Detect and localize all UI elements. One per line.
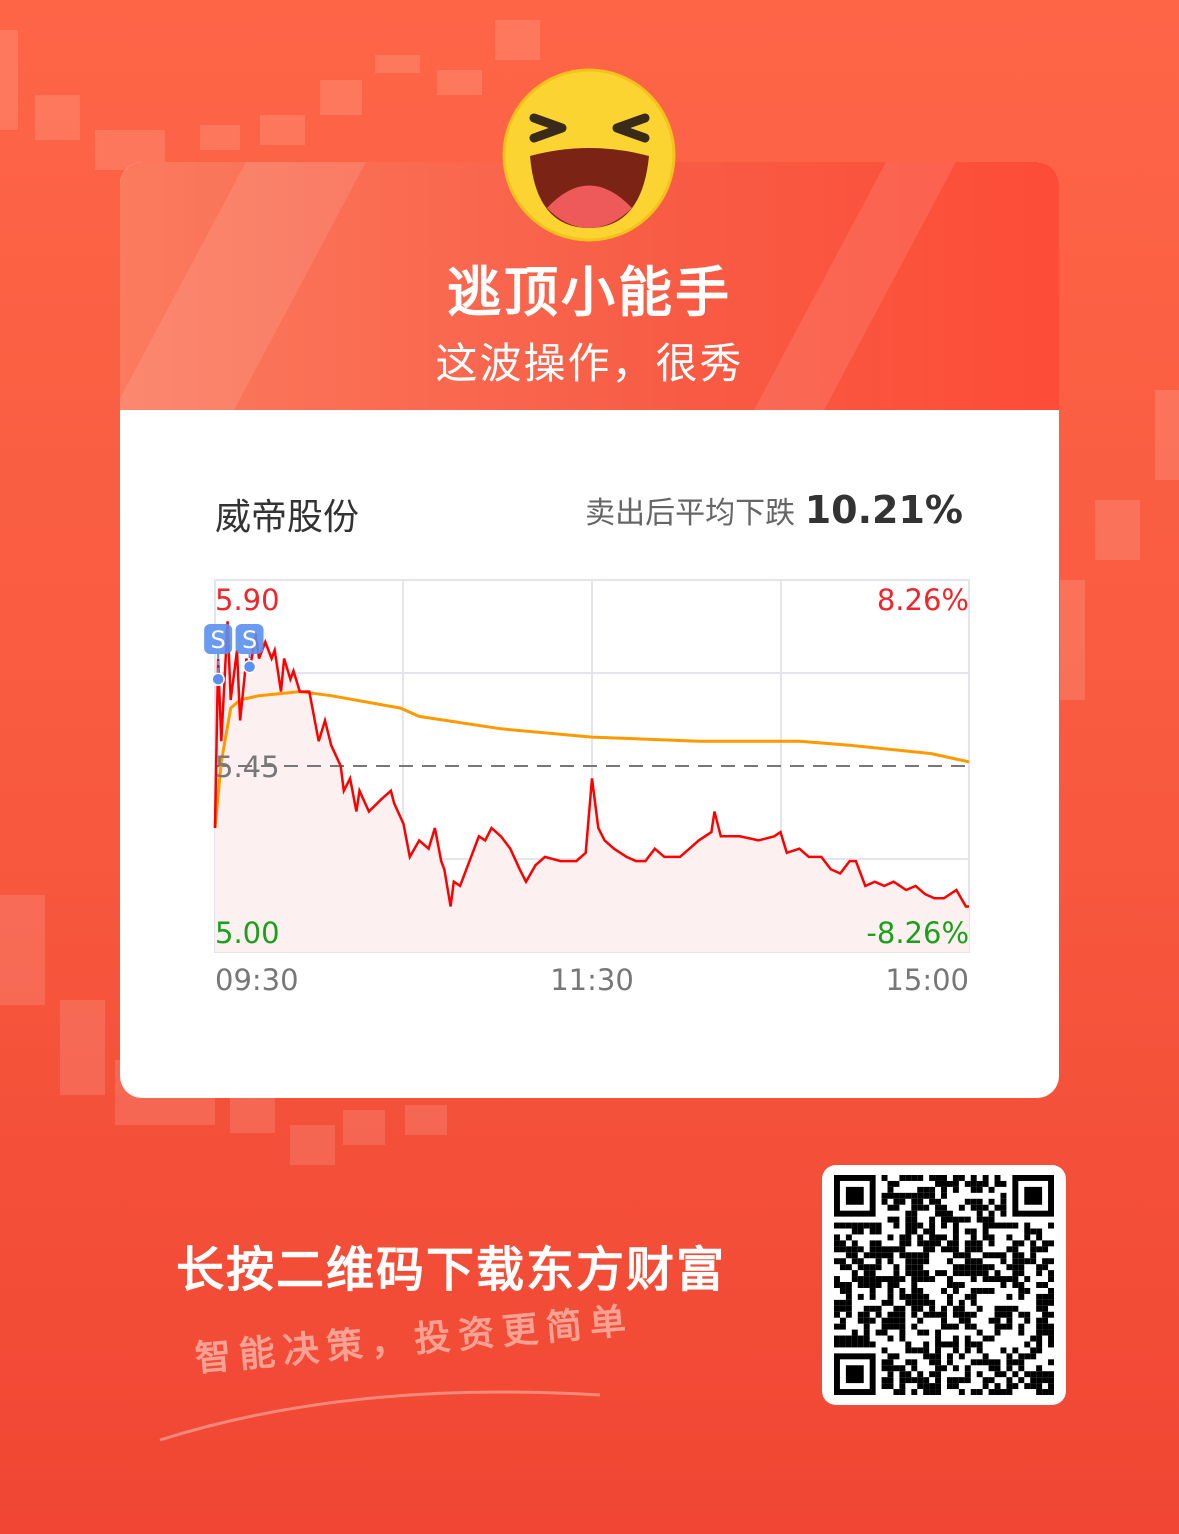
candle-decoration (437, 70, 482, 95)
candle-decoration (375, 55, 420, 73)
candle-decoration (1155, 390, 1179, 480)
laughing-face-icon (502, 68, 676, 242)
download-qr-code[interactable] (822, 1165, 1066, 1405)
candle-decoration (1060, 580, 1085, 700)
candle-decoration (0, 895, 45, 1005)
candle-decoration (1095, 500, 1140, 560)
average-drop: 卖出后平均下跌 10.21% (585, 488, 963, 532)
candle-decoration (0, 30, 18, 130)
stock-name: 威帝股份 (215, 497, 360, 538)
qr-code-icon (834, 1175, 1054, 1395)
candle-decoration (230, 1098, 275, 1133)
candle-decoration (290, 1125, 335, 1165)
candle-decoration (200, 125, 240, 150)
candle-decoration (35, 95, 80, 140)
drop-value: 10.21% (804, 488, 963, 532)
candle-decoration (495, 20, 540, 60)
title: 逃顶小能手 (447, 261, 732, 324)
result-card: 逃顶小能手 这波操作，很秀 威帝股份 卖出后平均下跌 10.21% (120, 162, 1059, 1098)
slogan-swoosh (159, 1390, 601, 1442)
candle-decoration (260, 115, 305, 145)
download-cta: 长按二维码下载东方财富 (176, 1242, 727, 1298)
candle-decoration (405, 1105, 447, 1135)
drop-label: 卖出后平均下跌 (585, 496, 796, 531)
subtitle: 这波操作，很秀 (435, 339, 744, 388)
candle-decoration (343, 1110, 385, 1145)
candle-decoration (60, 1000, 105, 1095)
candle-decoration (320, 80, 362, 115)
slogan: 智能决策，投资更简单 (193, 1299, 636, 1380)
